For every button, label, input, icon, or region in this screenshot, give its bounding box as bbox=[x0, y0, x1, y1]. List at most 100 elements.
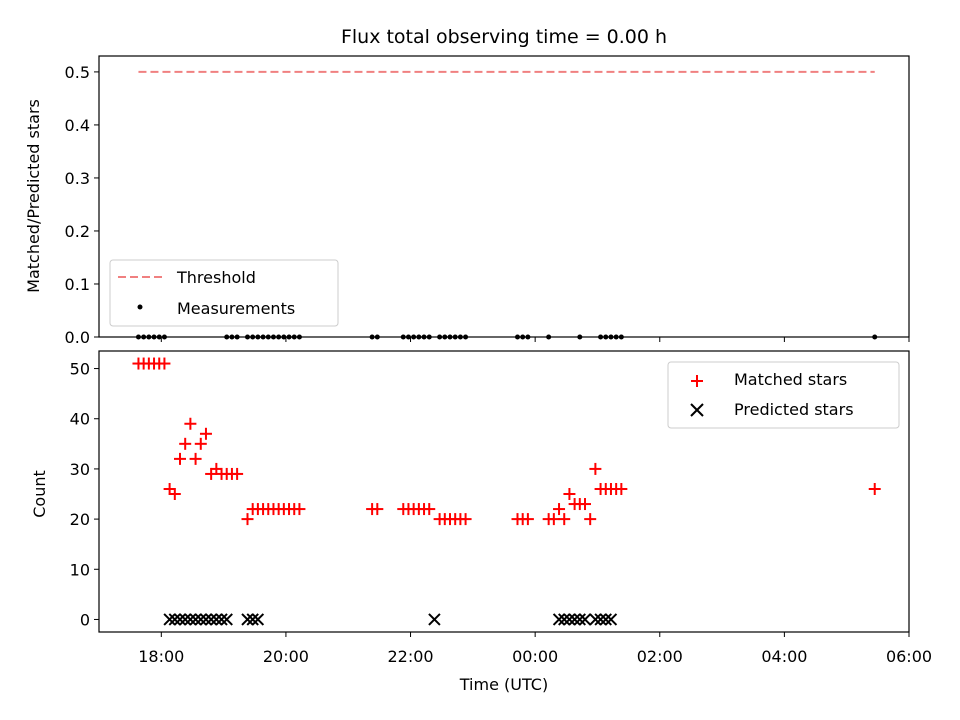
matched-stars-legend-label: Matched stars bbox=[734, 370, 847, 389]
matched-star-point bbox=[558, 513, 571, 526]
measurement-point bbox=[598, 334, 604, 340]
predicted-star-point bbox=[552, 613, 566, 626]
measurement-point bbox=[577, 334, 583, 340]
predicted-star-point bbox=[204, 613, 218, 626]
predicted-star-point bbox=[194, 613, 207, 626]
bottom-plot-area bbox=[98, 350, 910, 633]
predicted-stars-legend-marker bbox=[690, 403, 704, 417]
measurement-point bbox=[374, 334, 380, 340]
matched-star-point bbox=[158, 357, 171, 370]
threshold-legend-label: Threshold bbox=[176, 268, 256, 287]
bottom-y-tick-label: 0 bbox=[80, 610, 90, 629]
measurement-point bbox=[613, 334, 619, 340]
predicted-star-point bbox=[220, 613, 233, 626]
matched-star-point bbox=[199, 427, 212, 440]
matched-star-point bbox=[584, 513, 597, 526]
predicted-star-point bbox=[241, 613, 254, 626]
matched-star-point bbox=[179, 437, 192, 450]
predicted-star-point bbox=[246, 613, 259, 626]
matched-star-point bbox=[168, 488, 181, 501]
matched-stars-legend-marker bbox=[691, 375, 703, 387]
measurements-legend-label: Measurements bbox=[177, 299, 295, 318]
measurement-point bbox=[515, 334, 520, 340]
measurement-point bbox=[421, 334, 427, 340]
matched-star-point bbox=[868, 482, 881, 495]
measurement-point bbox=[146, 334, 152, 340]
matched-star-point bbox=[371, 503, 384, 516]
measurement-point bbox=[161, 334, 167, 340]
matched-star-point bbox=[184, 417, 197, 430]
x-tick-label: 20:00 bbox=[263, 647, 309, 666]
x-tick-label: 18:00 bbox=[138, 647, 184, 666]
x-tick-label: 06:00 bbox=[886, 647, 932, 666]
predicted-star-point bbox=[578, 613, 592, 626]
x-axis-label: Time (UTC) bbox=[459, 675, 548, 694]
bottom-y-tick-label: 20 bbox=[70, 510, 90, 529]
predicted-star-point bbox=[189, 613, 202, 626]
predicted-star-point bbox=[215, 613, 228, 626]
top-plot-area bbox=[98, 55, 910, 338]
measurement-point bbox=[291, 334, 297, 340]
matched-star-point bbox=[459, 513, 472, 526]
matched-star-point bbox=[174, 452, 186, 465]
predicted-stars-legend-label: Predicted stars bbox=[734, 400, 854, 419]
top-y-tick-label: 0.0 bbox=[65, 328, 90, 347]
top-y-tick-label: 0.3 bbox=[65, 169, 90, 188]
measurement-point bbox=[447, 334, 453, 340]
measurement-point bbox=[457, 334, 463, 340]
measurement-point bbox=[520, 334, 526, 340]
measurement-point bbox=[245, 334, 250, 340]
predicted-star-point bbox=[428, 613, 441, 626]
top-panel: 0.0 0.1 0.2 0.3 0.4 0.5 Matched/Predicted sta… bbox=[24, 55, 910, 347]
measurement-point bbox=[281, 334, 287, 340]
x-tick-label: 04:00 bbox=[761, 647, 807, 666]
measurement-point bbox=[452, 334, 458, 340]
bottom-y-tick-label: 40 bbox=[70, 410, 90, 429]
measurement-point bbox=[265, 334, 271, 340]
measurement-point bbox=[426, 334, 432, 340]
matched-star-point bbox=[231, 467, 244, 480]
measurement-point bbox=[603, 334, 609, 340]
measurement-point bbox=[250, 334, 256, 340]
measurement-point bbox=[405, 334, 411, 340]
measurement-point bbox=[463, 334, 469, 340]
measurement-point bbox=[229, 334, 235, 340]
predicted-star-point bbox=[563, 613, 576, 626]
matched-star-point bbox=[553, 503, 566, 516]
x-tick-label: 00:00 bbox=[512, 647, 558, 666]
matched-star-point bbox=[205, 467, 218, 480]
matched-star-point bbox=[241, 513, 254, 526]
top-y-tick-label: 0.1 bbox=[65, 275, 90, 294]
bottom-panel: 0 10 20 30 40 50 18:00 20:00 22:00 00:00 02:00 04:… bbox=[30, 350, 932, 694]
bottom-legend: Matched stars Predicted stars bbox=[667, 361, 900, 429]
predicted-star-point bbox=[558, 613, 571, 626]
matched-star-point bbox=[163, 482, 176, 495]
predicted-star-point bbox=[568, 613, 581, 626]
x-tick-label: 22:00 bbox=[387, 647, 433, 666]
predicted-star-point bbox=[594, 613, 607, 626]
predicted-star-point bbox=[210, 613, 223, 626]
measurement-point bbox=[618, 334, 624, 340]
top-y-tick-label: 0.4 bbox=[65, 116, 90, 135]
measurement-point bbox=[224, 334, 230, 340]
measurement-point bbox=[296, 334, 302, 340]
x-tick-label: 02:00 bbox=[637, 647, 683, 666]
bottom-y-tick-label: 10 bbox=[70, 560, 90, 579]
measurement-point bbox=[546, 334, 552, 340]
top-y-axis-label: Matched/Predicted stars bbox=[24, 99, 43, 293]
measurement-point bbox=[872, 334, 878, 340]
matched-star-point bbox=[579, 498, 591, 511]
measurement-point bbox=[608, 334, 614, 340]
predicted-star-point bbox=[199, 613, 213, 626]
predicted-star-point bbox=[604, 613, 618, 626]
matched-star-point bbox=[189, 452, 202, 465]
measurement-point bbox=[411, 334, 417, 340]
predicted-star-point bbox=[184, 613, 197, 626]
measurement-point bbox=[276, 334, 282, 340]
matched-star-point bbox=[615, 482, 628, 495]
predicted-star-point bbox=[173, 613, 187, 626]
measurement-point bbox=[286, 334, 292, 340]
predicted-star-point bbox=[178, 613, 192, 626]
bottom-y-tick-label: 50 bbox=[70, 360, 90, 379]
